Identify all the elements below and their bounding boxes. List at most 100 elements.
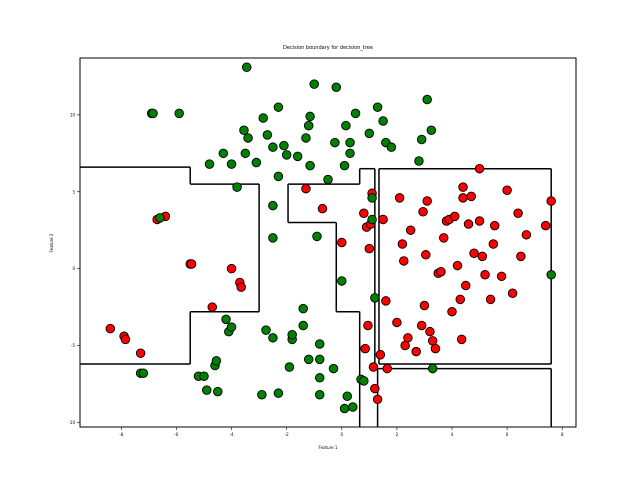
green-point	[239, 125, 249, 136]
red-point	[382, 363, 392, 374]
red-point	[425, 326, 435, 337]
red-point	[461, 280, 471, 291]
red-point	[458, 182, 468, 192]
green-point	[301, 133, 311, 143]
red-point	[226, 263, 237, 274]
red-point	[452, 260, 463, 271]
red-point	[421, 250, 431, 260]
green-point	[350, 108, 361, 119]
green-point	[372, 102, 383, 112]
scatter-points	[105, 62, 556, 414]
green-point	[273, 171, 284, 182]
red-point	[364, 243, 375, 254]
red-point	[450, 211, 460, 222]
green-point	[287, 330, 297, 340]
green-point	[339, 160, 350, 171]
green-point	[257, 389, 267, 400]
red-point	[378, 214, 388, 225]
red-point	[363, 320, 373, 331]
red-point	[474, 163, 485, 174]
green-point	[232, 182, 242, 192]
decision-boundary	[80, 166, 552, 427]
green-point	[284, 362, 295, 372]
green-point	[348, 402, 358, 412]
red-point	[521, 230, 532, 240]
green-point	[218, 148, 229, 159]
red-point	[419, 300, 430, 311]
green-point	[345, 137, 355, 148]
red-point	[405, 225, 416, 235]
plot-frame	[79, 57, 577, 428]
green-point	[221, 314, 231, 325]
green-point	[174, 108, 184, 119]
green-point	[251, 157, 262, 168]
green-point	[273, 388, 284, 398]
green-point	[303, 354, 314, 365]
red-point	[105, 323, 116, 334]
red-point	[372, 394, 383, 405]
red-point	[466, 191, 477, 202]
green-point	[422, 94, 432, 105]
red-point	[186, 259, 197, 269]
green-point	[414, 156, 424, 166]
green-point	[213, 386, 223, 397]
x-tick-label: -2	[285, 432, 289, 437]
y-tick-label: -10	[68, 420, 75, 425]
green-point	[328, 363, 339, 374]
red-point	[463, 219, 474, 229]
green-point	[370, 293, 380, 303]
green-point	[416, 134, 427, 145]
green-point	[292, 151, 303, 162]
red-point	[360, 343, 370, 354]
x-tick-label: 6	[506, 432, 509, 437]
green-point	[314, 373, 325, 383]
red-point	[135, 348, 146, 358]
green-point	[337, 276, 347, 286]
red-point	[418, 206, 428, 217]
green-point	[211, 356, 222, 366]
green-point	[367, 214, 377, 225]
green-point	[342, 391, 353, 402]
green-point	[323, 174, 333, 185]
red-point	[403, 333, 413, 343]
green-point	[268, 142, 278, 152]
green-point	[240, 148, 251, 159]
green-point	[226, 159, 237, 169]
green-point	[314, 354, 325, 365]
y-tick-label: -5	[71, 343, 75, 348]
red-point	[516, 251, 526, 262]
green-point	[258, 113, 268, 123]
y-axis-ticks: -10 -5 0 5 10	[68, 112, 80, 425]
green-point	[305, 111, 315, 122]
green-point	[339, 403, 350, 414]
green-point	[364, 128, 375, 139]
green-point	[546, 270, 556, 280]
x-tick-label: 4	[451, 432, 454, 437]
y-tick-label: 10	[70, 112, 76, 117]
y-axis-label: Feature 2	[49, 233, 54, 252]
green-point	[427, 363, 438, 374]
green-point	[243, 133, 253, 143]
green-point	[241, 62, 252, 72]
red-point	[546, 196, 556, 206]
red-point	[496, 271, 507, 282]
red-point	[399, 256, 409, 266]
x-tick-label: 0	[341, 432, 344, 437]
green-point	[331, 82, 342, 92]
red-point	[207, 302, 218, 312]
green-point	[262, 130, 273, 140]
x-tick-label: 8	[561, 432, 564, 437]
green-point	[204, 159, 215, 169]
red-point	[455, 294, 466, 305]
green-point	[314, 389, 325, 400]
red-point	[416, 320, 427, 331]
red-point	[392, 317, 402, 328]
green-point	[303, 120, 314, 131]
green-point	[345, 148, 355, 159]
green-point	[155, 213, 165, 223]
red-point	[301, 183, 311, 194]
green-point	[261, 325, 271, 335]
green-point	[138, 368, 149, 378]
x-axis-label: Feature 1	[319, 445, 338, 450]
